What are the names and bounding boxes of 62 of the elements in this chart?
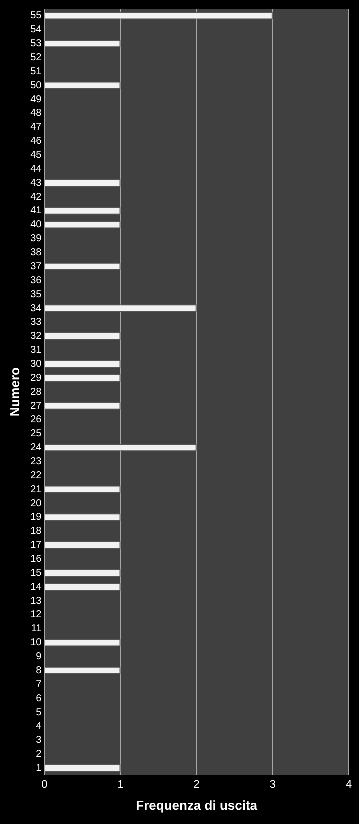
y-tick-label: 47 (30, 122, 42, 134)
x-axis-title: Frequenza di uscita (136, 798, 258, 813)
y-tick-label: 16 (30, 554, 42, 566)
y-tick-label: 12 (30, 610, 42, 621)
y-tick-label: 2 (36, 749, 42, 760)
y-tick-label: 36 (30, 275, 42, 286)
y-tick-label: 33 (30, 317, 42, 328)
y-tick-label: 42 (30, 192, 42, 203)
y-tick-label: 48 (30, 108, 42, 120)
y-tick-label: 9 (36, 652, 42, 663)
y-tick-label: 6 (36, 693, 42, 704)
y-tick-label: 50 (30, 80, 42, 92)
y-tick-label: 52 (30, 52, 42, 64)
y-tick-label: 10 (30, 638, 42, 649)
y-tick-label: 46 (30, 136, 42, 148)
y-tick-label: 1 (36, 762, 42, 774)
y-tick-label: 22 (30, 470, 42, 482)
y-tick-label: 35 (30, 289, 42, 300)
y-tick-label: 25 (30, 428, 42, 440)
x-tick-label: 2 (194, 778, 200, 791)
y-tick-label: 15 (30, 568, 42, 579)
y-tick-label: 19 (30, 512, 42, 524)
y-tick-label: 44 (30, 164, 42, 175)
y-tick-label: 38 (30, 248, 42, 259)
y-tick-label: 54 (30, 24, 42, 36)
y-tick-label: 45 (30, 150, 42, 162)
y-tick-label: 5 (36, 707, 42, 718)
y-tick-label: 4 (36, 721, 42, 732)
y-tick-label: 17 (30, 540, 42, 552)
y-tick-label: 53 (30, 38, 42, 50)
y-tick-label: 28 (30, 386, 42, 398)
y-tick-label: 51 (30, 66, 42, 78)
y-tick-label: 37 (30, 261, 42, 272)
y-tick-label: 20 (30, 498, 42, 510)
y-tick-label: 3 (36, 735, 42, 746)
y-tick-label: 39 (30, 234, 42, 245)
y-tick-label: 40 (30, 220, 42, 231)
y-tick-label: 55 (30, 10, 42, 22)
y-tick-label: 18 (30, 526, 42, 538)
y-tick-label: 21 (30, 484, 42, 496)
y-tick-label: 26 (30, 414, 42, 426)
y-tick-label: 29 (30, 372, 42, 384)
x-tick-label: 3 (270, 778, 276, 791)
y-tick-label: 11 (31, 624, 42, 635)
y-tick-label: 31 (30, 345, 42, 356)
x-tick-label: 4 (346, 778, 352, 791)
x-tick-label: 1 (118, 778, 124, 791)
y-tick-label: 23 (30, 456, 42, 468)
y-tick-label: 41 (30, 206, 42, 217)
y-tick-label: 30 (30, 358, 42, 370)
y-tick-label: 14 (30, 582, 42, 593)
y-tick-label: 7 (36, 679, 42, 690)
y-tick-label: 27 (30, 400, 42, 412)
y-tick-label: 34 (30, 303, 42, 314)
y-tick-label: 49 (30, 94, 42, 106)
y-tick-label: 32 (30, 331, 42, 342)
x-tick-label: 0 (42, 778, 48, 791)
y-tick-label: 13 (30, 596, 42, 607)
y-tick-label: 24 (30, 442, 42, 454)
y-axis-title: Numero (7, 367, 22, 417)
y-tick-label: 43 (30, 178, 42, 189)
y-tick-label: 8 (36, 665, 42, 676)
